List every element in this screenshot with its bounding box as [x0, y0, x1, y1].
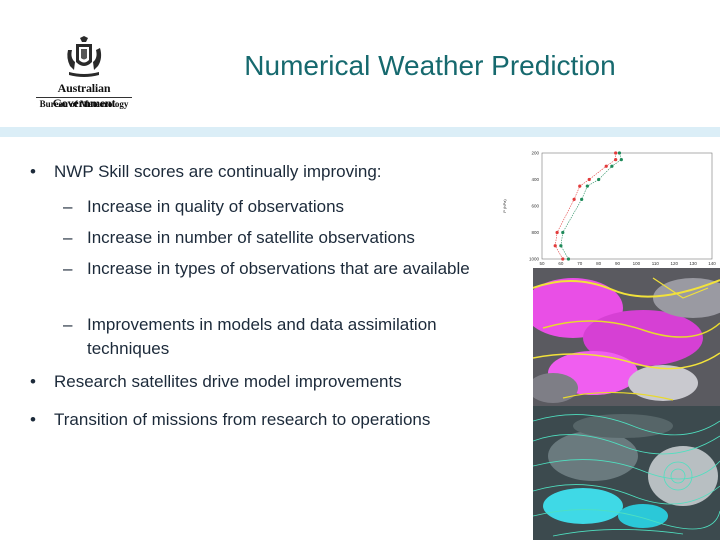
- x-tick-label: 120: [670, 261, 678, 266]
- bullet-marker: •: [30, 410, 36, 429]
- series-point: [597, 177, 601, 182]
- x-tick-label: 90: [615, 261, 621, 266]
- series-point: [559, 244, 563, 248]
- dash-marker: –: [63, 315, 73, 334]
- bullet-item-skill-scores: • NWP Skill scores are continually impro…: [30, 160, 500, 184]
- coat-of-arms-icon: [67, 36, 102, 77]
- satellite-wind-analysis-image: [533, 406, 720, 540]
- slide-title: Numerical Weather Prediction: [244, 50, 616, 81]
- bullet-item-research-satellites: • Research satellites drive model improv…: [30, 370, 500, 394]
- x-tick-label: 60: [558, 261, 564, 266]
- bullet-item-transition: • Transition of missions from research t…: [30, 408, 505, 432]
- series-point: [614, 151, 618, 155]
- y-tick-labels: 200 400 600 800 1000: [529, 151, 540, 262]
- x-tick-labels: 50 60 70 80 90 100 110 120 130 140: [539, 261, 716, 266]
- bullet-text: NWP Skill scores are continually improvi…: [54, 162, 382, 181]
- chart-series: [553, 151, 623, 261]
- series-line-1: [554, 153, 616, 260]
- series-point: [587, 177, 591, 182]
- bullet-marker: •: [30, 162, 36, 181]
- series-point: [561, 230, 565, 235]
- x-tick-label: 50: [539, 261, 545, 266]
- series-point: [585, 184, 589, 188]
- series-point: [553, 244, 557, 248]
- x-tick-label: 140: [708, 261, 716, 266]
- x-tick-label: 70: [577, 261, 583, 266]
- sub-bullet-models: – Improvements in models and data assimi…: [63, 313, 503, 361]
- series-line-2: [560, 152, 622, 260]
- sub-bullet-text: Increase in types of observations that a…: [87, 259, 470, 278]
- series-point: [578, 184, 582, 188]
- series-point: [580, 197, 584, 201]
- dash-marker: –: [63, 259, 73, 278]
- series-point: [617, 151, 622, 155]
- x-tick-label: 100: [633, 261, 641, 266]
- y-axis-label: P (hPa): [502, 199, 507, 213]
- bullet-list: • NWP Skill scores are continually impro…: [30, 160, 505, 432]
- sub-bullet-text: Increase in quality of observations: [87, 197, 345, 216]
- y-tick-label: 200: [531, 151, 539, 156]
- bullet-text: Research satellites drive model improvem…: [54, 372, 402, 391]
- y-tick-label: 600: [531, 204, 539, 209]
- dash-marker: –: [63, 228, 73, 247]
- logo-bureau-text: Bureau of Meteorology: [39, 99, 129, 109]
- x-tick-label: 130: [689, 261, 697, 266]
- y-tick-label: 1000: [529, 257, 540, 262]
- series-point: [561, 257, 565, 261]
- logo-divider: [36, 97, 132, 98]
- bullet-marker: •: [30, 372, 36, 391]
- y-tick-label: 400: [531, 177, 539, 182]
- sub-bullet-text: Improvements in models and data assimila…: [87, 315, 437, 358]
- series-point: [619, 158, 623, 162]
- y-tick-label: 800: [531, 230, 539, 235]
- australian-government-logo: Australian Government Bureau of Meteorol…: [28, 36, 140, 112]
- skill-profile-chart: P (hPa) 200 400 600 800 1000 50 60 70 80 90 100 11…: [502, 151, 716, 267]
- series-point: [614, 158, 618, 162]
- header-divider-band: [0, 127, 720, 137]
- series-point: [566, 257, 571, 261]
- x-tick-label: 80: [596, 261, 602, 266]
- satellite-infrared-image: [533, 268, 720, 406]
- series-point: [572, 197, 576, 201]
- sub-bullet-quality: – Increase in quality of observations: [63, 195, 503, 219]
- logo-government-text: Australian Government: [52, 81, 116, 110]
- dash-marker: –: [63, 197, 73, 216]
- sub-bullet-number: – Increase in number of satellite observ…: [63, 226, 503, 250]
- series-point: [604, 164, 608, 168]
- plot-frame: [541, 152, 713, 260]
- sub-bullet-text: Increase in number of satellite observat…: [87, 228, 415, 247]
- bullet-text: Transition of missions from research to …: [54, 410, 431, 429]
- sub-bullet-types: – Increase in types of observations that…: [63, 257, 483, 281]
- series-point: [610, 164, 614, 168]
- x-tick-label: 110: [652, 261, 660, 266]
- series-point: [555, 230, 559, 235]
